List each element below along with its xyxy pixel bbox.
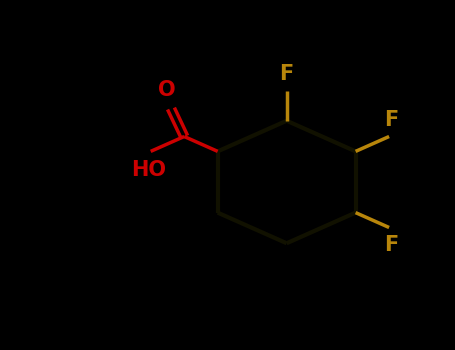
Text: F: F [384,110,399,130]
Text: F: F [279,64,294,84]
Text: O: O [157,80,175,100]
Text: F: F [384,235,399,255]
Text: HO: HO [131,160,166,180]
